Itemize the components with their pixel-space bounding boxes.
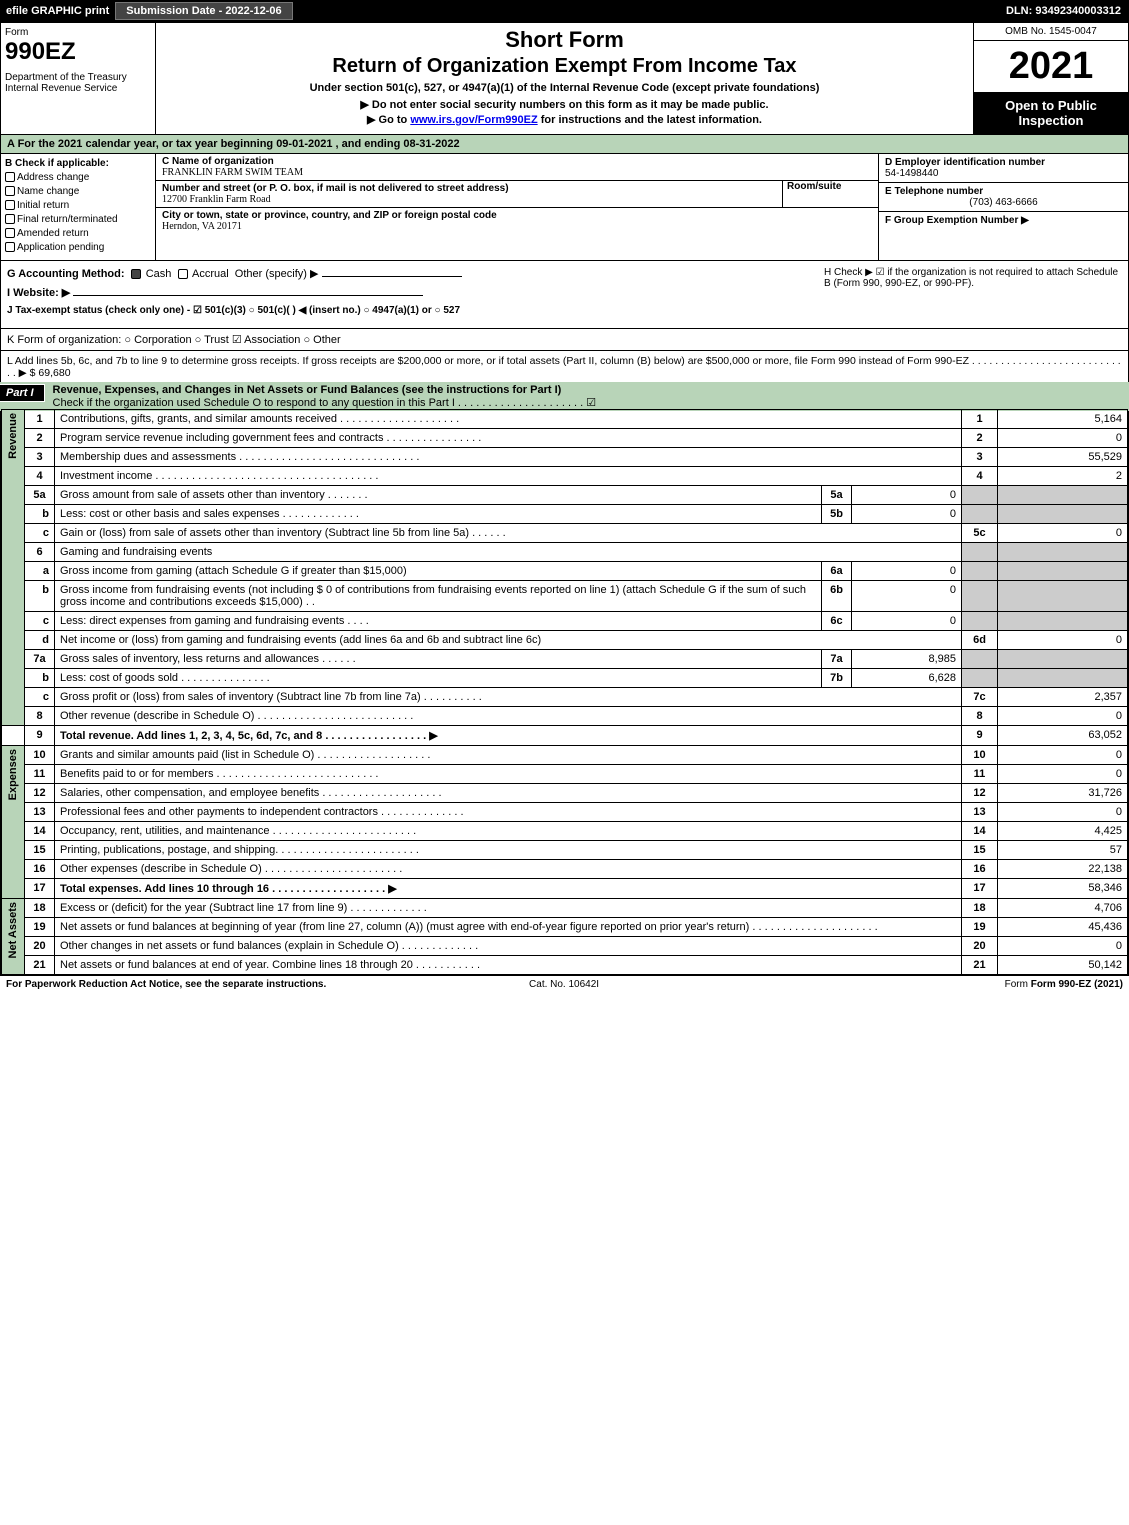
street-label: Number and street (or P. O. box, if mail… [162,183,778,194]
check-pending[interactable]: Application pending [5,242,151,253]
val-18: 4,706 [998,899,1128,918]
dln: DLN: 93492340003312 [998,3,1129,19]
street: 12700 Franklin Farm Road [162,194,778,205]
footer: For Paperwork Reduction Act Notice, see … [0,976,1129,993]
line-l: L Add lines 5b, 6c, and 7b to line 9 to … [1,351,1128,384]
omb-number: OMB No. 1545-0047 [974,23,1128,41]
street-row: Number and street (or P. O. box, if mail… [156,181,878,208]
line-g: G Accounting Method: Cash Accrual Other … [7,267,812,280]
check-address[interactable]: Address change [5,172,151,183]
phone-label: E Telephone number [885,186,1122,197]
city-row: City or town, state or province, country… [156,208,878,234]
line-a: A For the 2021 calendar year, or tax yea… [1,135,1128,154]
section-gh: G Accounting Method: Cash Accrual Other … [1,261,1128,329]
box-c: C Name of organization FRANKLIN FARM SWI… [156,154,878,260]
expenses-side: Expenses [2,746,25,899]
form-label: Form [5,27,151,38]
val-17: 58,346 [998,879,1128,899]
line-k: K Form of organization: ○ Corporation ○ … [1,329,1128,351]
org-name-label: C Name of organization [162,156,303,167]
section-bcd: B Check if applicable: Address change Na… [1,154,1128,261]
val-14: 4,425 [998,822,1128,841]
city-label: City or town, state or province, country… [162,210,497,221]
room-label: Room/suite [787,181,872,192]
val-1: 5,164 [998,410,1128,429]
short-form-title: Short Form [164,27,965,53]
check-initial[interactable]: Initial return [5,200,151,211]
val-4: 2 [998,467,1128,486]
box-d: D Employer identification number 54-1498… [878,154,1128,260]
header-right: OMB No. 1545-0047 2021 Open to Public In… [973,23,1128,134]
box-b-title: B Check if applicable: [5,158,151,169]
form-number: 990EZ [5,38,151,66]
group-label: F Group Exemption Number ▶ [885,215,1122,226]
form-container: Form 990EZ Department of the Treasury In… [0,22,1129,976]
val-15: 57 [998,841,1128,860]
footer-left: For Paperwork Reduction Act Notice, see … [6,979,326,990]
org-name: FRANKLIN FARM SWIM TEAM [162,167,303,178]
part1-check: Check if the organization used Schedule … [53,396,1129,409]
line-i: I Website: ▶ [7,286,812,299]
city: Herndon, VA 20171 [162,221,497,232]
goto-post: for instructions and the latest informat… [538,114,762,126]
val-9: 63,052 [998,726,1128,746]
lines-table: Revenue 1 Contributions, gifts, grants, … [1,409,1128,975]
part1-header: Part I Revenue, Expenses, and Changes in… [1,382,1128,411]
phone-row: E Telephone number (703) 463-6666 [879,183,1128,212]
val-8: 0 [998,707,1128,726]
val-12: 31,726 [998,784,1128,803]
netassets-side: Net Assets [2,899,25,975]
accrual-check[interactable] [178,269,188,279]
top-bar: efile GRAPHIC print Submission Date - 20… [0,0,1129,22]
header-left: Form 990EZ Department of the Treasury In… [1,23,156,134]
val-21: 50,142 [998,956,1128,975]
val-13: 0 [998,803,1128,822]
val-20: 0 [998,937,1128,956]
header-mid: Short Form Return of Organization Exempt… [156,23,973,134]
val-11: 0 [998,765,1128,784]
efile-label[interactable]: efile GRAPHIC print [0,3,115,19]
under-section: Under section 501(c), 527, or 4947(a)(1)… [164,82,965,94]
footer-right: Form Form 990-EZ (2021) [1005,979,1123,990]
gh-left: G Accounting Method: Cash Accrual Other … [1,261,818,328]
val-16: 22,138 [998,860,1128,879]
cash-check[interactable] [131,269,141,279]
check-final[interactable]: Final return/terminated [5,214,151,225]
val-7c: 2,357 [998,688,1128,707]
val-10: 0 [998,746,1128,765]
tax-year: 2021 [974,41,1128,92]
val-6d: 0 [998,631,1128,650]
val-3: 55,529 [998,448,1128,467]
org-name-row: C Name of organization FRANKLIN FARM SWI… [156,154,878,181]
department: Department of the Treasury Internal Reve… [5,72,151,94]
val-2: 0 [998,429,1128,448]
ein: 54-1498440 [885,168,1122,179]
check-name[interactable]: Name change [5,186,151,197]
phone: (703) 463-6666 [885,197,1122,208]
ein-label: D Employer identification number [885,157,1122,168]
revenue-side: Revenue [2,410,25,726]
line-h: H Check ▶ ☑ if the organization is not r… [818,261,1128,328]
check-amended[interactable]: Amended return [5,228,151,239]
header: Form 990EZ Department of the Treasury In… [1,23,1128,135]
group-row: F Group Exemption Number ▶ [879,212,1128,229]
return-title: Return of Organization Exempt From Incom… [164,55,965,78]
ein-row: D Employer identification number 54-1498… [879,154,1128,183]
box-b: B Check if applicable: Address change Na… [1,154,156,260]
website-input[interactable] [73,295,423,296]
part-label: Part I [0,384,45,402]
val-19: 45,436 [998,918,1128,937]
line-j: J Tax-exempt status (check only one) - ☑… [7,305,812,316]
footer-mid: Cat. No. 10642I [529,979,599,990]
irs-link[interactable]: www.irs.gov/Form990EZ [410,114,537,126]
line-l-amount: 69,680 [36,367,71,379]
open-to-public: Open to Public Inspection [974,92,1128,134]
val-5c: 0 [998,524,1128,543]
goto-pre: ▶ Go to [367,114,410,126]
part1-title: Revenue, Expenses, and Changes in Net As… [53,384,1129,396]
goto-instruction: ▶ Go to www.irs.gov/Form990EZ for instru… [164,113,965,126]
submission-date: Submission Date - 2022-12-06 [115,2,292,20]
line-g-label: G Accounting Method: [7,268,125,280]
warn-ssn: ▶ Do not enter social security numbers o… [164,98,965,111]
